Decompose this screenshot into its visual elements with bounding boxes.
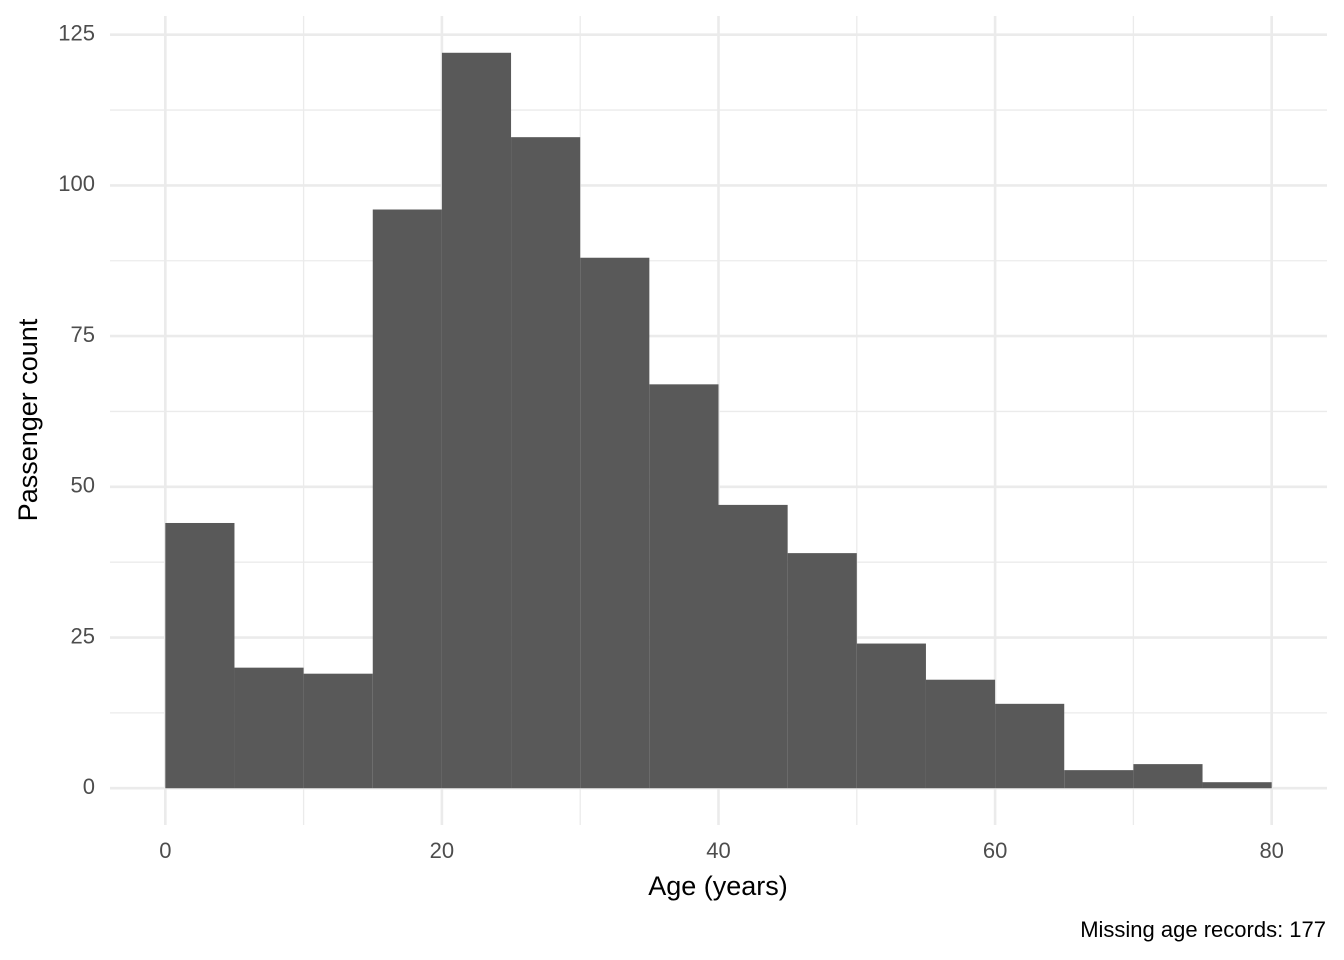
bar (372, 209, 442, 789)
caption: Missing age records: 177 (1080, 917, 1326, 942)
y-tick-label: 50 (71, 473, 95, 498)
bar (165, 522, 235, 789)
bar (303, 673, 373, 789)
x-tick-label: 20 (430, 838, 454, 863)
y-tick-label: 0 (83, 774, 95, 799)
y-tick-label: 125 (58, 21, 95, 46)
y-tick-label: 75 (71, 322, 95, 347)
bar (1064, 770, 1134, 789)
bar (856, 643, 926, 789)
x-tick-label: 0 (159, 838, 171, 863)
bar (580, 257, 650, 789)
bar (1202, 782, 1272, 789)
x-tick-label: 80 (1259, 838, 1283, 863)
y-tick-label: 100 (58, 171, 95, 196)
bar (649, 384, 719, 789)
y-tick-label: 25 (71, 623, 95, 648)
bar (441, 52, 512, 789)
bar (511, 137, 581, 789)
bar (925, 679, 996, 789)
bar (1133, 764, 1203, 789)
x-axis-title: Age (years) (648, 871, 788, 901)
bar (995, 703, 1065, 789)
y-axis-title: Passenger count (13, 318, 43, 521)
bar (787, 553, 857, 789)
bar (234, 667, 304, 789)
bar (718, 504, 788, 789)
x-tick-label: 60 (983, 838, 1007, 863)
x-tick-label: 40 (706, 838, 730, 863)
